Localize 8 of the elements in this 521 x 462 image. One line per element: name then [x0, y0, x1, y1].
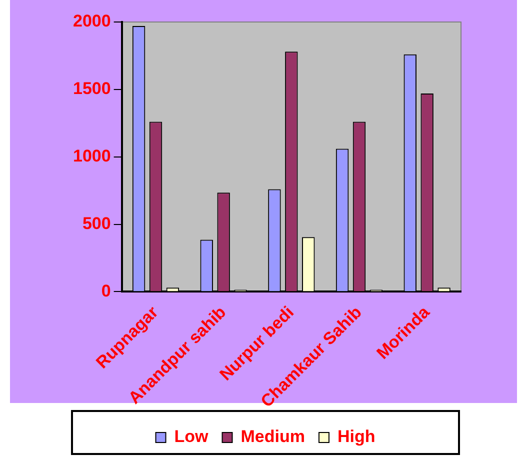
legend-label: Medium [240, 427, 305, 446]
y-tick-label: 0 [101, 281, 111, 300]
y-tick-label: 1000 [72, 146, 111, 166]
legend-label: Low [174, 427, 210, 446]
y-tick-label: 1500 [72, 79, 111, 98]
y-tick-label: 500 [82, 214, 111, 233]
y-tick-label: 2000 [72, 12, 111, 31]
legend-label: High [337, 427, 376, 446]
